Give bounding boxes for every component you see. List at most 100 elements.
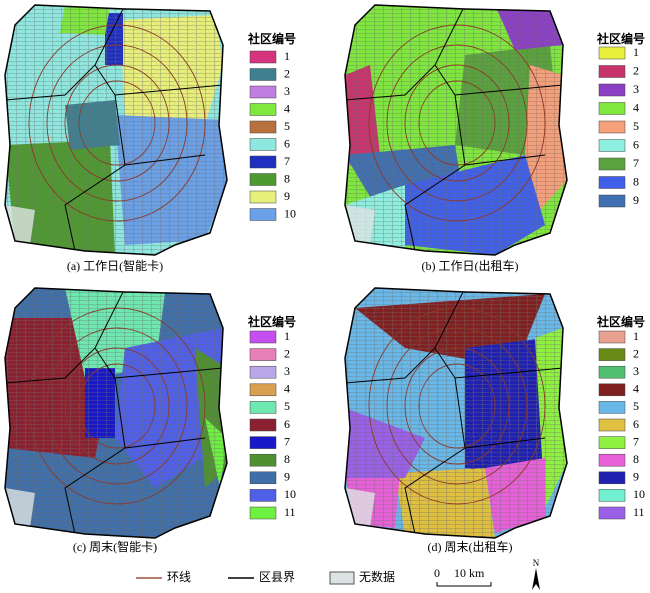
footer: 环线 区县界 无数据 0 10 km N	[136, 558, 540, 590]
ring-road	[46, 327, 188, 485]
legend-label: 1	[633, 45, 639, 59]
legend-swatch	[249, 138, 277, 151]
panel-caption: (c) 周末(智能卡)	[73, 539, 157, 554]
legend-label: 3	[284, 364, 290, 378]
no-data-label: 无数据	[359, 569, 395, 584]
legend-swatch	[598, 471, 626, 485]
ring-road	[418, 80, 496, 166]
legend-swatch	[249, 173, 277, 186]
legend-label: 6	[284, 417, 290, 431]
legend-label: 5	[633, 399, 639, 413]
map-regions	[345, 5, 567, 255]
legend-swatch	[598, 453, 626, 467]
legend-label: 4	[284, 101, 290, 115]
scale-zero: 0	[434, 566, 440, 580]
legend-swatch	[249, 365, 277, 379]
legend-swatch	[249, 489, 277, 502]
legend-label: 10	[284, 487, 296, 501]
ring-road	[28, 24, 206, 222]
legend-label: 9	[633, 470, 639, 484]
legend-label: 7	[284, 154, 290, 168]
scale-label: 10 km	[454, 566, 485, 580]
map-regions	[5, 5, 227, 255]
legend-label: 8	[284, 171, 290, 185]
legend-label: 8	[284, 452, 290, 466]
ring-road	[78, 80, 156, 166]
legend-label: 11	[284, 505, 296, 519]
street-grid	[5, 5, 227, 255]
no-data-patch	[5, 205, 35, 245]
legend-label: 9	[284, 189, 290, 203]
legend-swatch	[598, 157, 626, 171]
legend-label: 4	[633, 382, 639, 396]
ring-road	[404, 347, 510, 465]
legend-label: 4	[633, 100, 639, 114]
street-grid	[5, 288, 227, 538]
legend-label: 11	[633, 505, 645, 519]
legend-swatch	[598, 83, 626, 97]
legend-label: 2	[284, 66, 290, 80]
legend-title: 社区编号	[596, 314, 645, 329]
legend-swatch	[598, 46, 626, 60]
legend-swatch	[249, 383, 277, 397]
panel-caption: (b) 工作日(出租车)	[422, 258, 519, 273]
ring-road-label: 环线	[167, 570, 191, 584]
legend-label: 6	[284, 136, 290, 150]
ring-road	[368, 24, 546, 222]
north-label: N	[533, 558, 540, 568]
ring-road	[28, 307, 206, 505]
legend-title: 社区编号	[247, 31, 296, 46]
legend-swatch	[598, 489, 626, 502]
map-outline	[4, 287, 228, 539]
legend-swatch	[598, 120, 626, 134]
legend-swatch	[249, 506, 277, 520]
ring-road	[64, 64, 170, 182]
legend-swatch	[249, 471, 277, 485]
legend-swatch	[249, 436, 277, 449]
legend-swatch	[249, 401, 277, 414]
legend-swatch	[249, 208, 277, 221]
legend-swatch	[249, 120, 277, 134]
street-grid	[345, 288, 567, 538]
legend-swatch	[598, 102, 626, 115]
no-data-swatch	[329, 571, 355, 585]
district-boundary	[345, 288, 564, 535]
legend-swatch	[249, 348, 277, 361]
ring-road	[46, 44, 188, 202]
legend-swatch	[249, 50, 277, 64]
ring-road	[404, 64, 510, 182]
map-panel	[344, 287, 568, 539]
legend-label: 5	[284, 399, 290, 413]
legend-swatch	[249, 330, 277, 344]
map-outline	[4, 4, 228, 256]
legend-swatch	[598, 348, 626, 361]
map-outline	[344, 287, 568, 539]
no-data-patch	[5, 488, 35, 528]
legend-label: 7	[633, 434, 639, 448]
legend-label: 1	[284, 329, 290, 343]
legend-label: 10	[284, 206, 296, 220]
district-label: 区县界	[259, 570, 295, 584]
legend-label: 6	[633, 417, 639, 431]
legend-swatch	[598, 401, 626, 414]
panel-caption: (a) 工作日(智能卡)	[67, 258, 163, 273]
legend-swatch	[598, 418, 626, 432]
north-arrow	[532, 568, 540, 590]
district-boundary	[5, 5, 224, 252]
legend-label: 7	[633, 156, 639, 170]
scale-bar	[436, 582, 492, 587]
ring-road	[78, 363, 156, 449]
legend-label: 4	[284, 382, 290, 396]
no-data-patch	[345, 488, 375, 528]
legend-swatch	[249, 418, 277, 432]
map-regions	[345, 288, 567, 538]
legend-swatch	[249, 453, 277, 467]
legend-label: 3	[284, 84, 290, 98]
map-regions	[5, 288, 227, 538]
map-outline	[344, 4, 568, 256]
map-panel	[4, 287, 228, 539]
legend-swatch	[598, 506, 626, 520]
legend-swatch	[598, 365, 626, 379]
district-boundary	[5, 288, 224, 535]
